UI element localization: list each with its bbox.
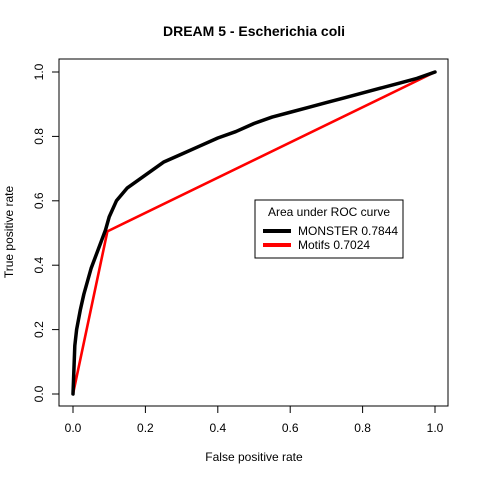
y-tick-label: 1.0 (32, 63, 46, 80)
legend: Area under ROC curve MONSTER 0.7844 Moti… (254, 199, 404, 259)
x-tick-label: 0.4 (209, 421, 226, 435)
y-tick-label: 0.0 (32, 385, 46, 402)
x-tick-label: 0.6 (282, 421, 299, 435)
legend-label-motifs: Motifs 0.7024 (298, 238, 370, 252)
y-tick-label: 0.4 (32, 257, 46, 274)
y-tick-label: 0.2 (32, 321, 46, 338)
x-tick-label: 1.0 (427, 421, 444, 435)
x-axis-label: False positive rate (205, 450, 303, 464)
y-tick-label: 0.6 (32, 192, 46, 209)
y-axis: 0.0 0.2 0.4 0.6 0.8 1.0 (32, 63, 60, 402)
series-line-motifs (71, 70, 437, 396)
chart-title: DREAM 5 - Escherichia coli (163, 23, 345, 39)
x-tick-label: 0.8 (354, 421, 371, 435)
legend-title: Area under ROC curve (268, 205, 390, 219)
x-tick-label: 0.0 (65, 421, 82, 435)
y-tick-label: 0.8 (32, 128, 46, 145)
x-tick-label: 0.2 (137, 421, 154, 435)
x-axis: 0.0 0.2 0.4 0.6 0.8 1.0 (65, 405, 444, 435)
legend-label-monster: MONSTER 0.7844 (298, 224, 398, 238)
series-line-monster (71, 70, 437, 396)
y-axis-label: True positive rate (2, 186, 16, 279)
series-layer (71, 70, 437, 396)
